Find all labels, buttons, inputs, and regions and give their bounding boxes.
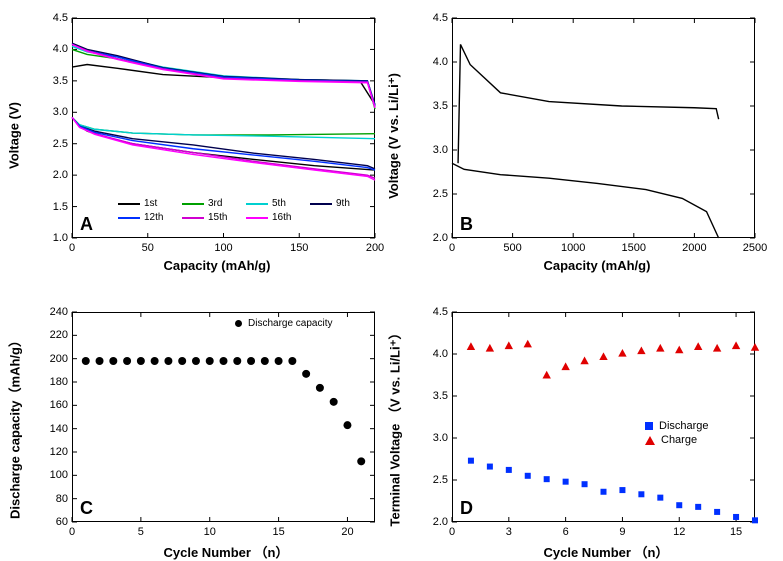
panel-C-ytick: 160 [38, 399, 68, 411]
panel-B-ytick: 3.5 [418, 100, 448, 112]
panel-A-ytick: 2.5 [38, 138, 68, 150]
panel-B-ytick: 2.5 [418, 188, 448, 200]
panel-A-ytick: 2.0 [38, 169, 68, 181]
panel-C-legend: Discharge capacity [235, 318, 332, 329]
panel-B-ytick: 4.0 [418, 56, 448, 68]
panel-C-ytick: 220 [38, 329, 68, 341]
panel-B-ytick: 2.0 [418, 232, 448, 244]
panel-A-legend-item: 9th [310, 198, 350, 209]
panel-D-legend: DischargeCharge [645, 420, 709, 446]
panel-D-ytick: 2.5 [418, 474, 448, 486]
panel-B-xtick: 500 [503, 242, 521, 254]
panel-C-ytick: 200 [38, 353, 68, 365]
panel-C-plot [72, 312, 375, 522]
panel-B-letter: B [460, 214, 473, 235]
panel-D-plot [452, 312, 755, 522]
panel-C-xtick: 5 [138, 526, 144, 538]
panel-D-xtick: 12 [673, 526, 685, 538]
panel-A-ytick: 3.5 [38, 75, 68, 87]
panel-A-xtick: 100 [214, 242, 232, 254]
panel-A-letter: A [80, 214, 93, 235]
panel-B-ytick: 4.5 [418, 12, 448, 24]
figure: 0501001502001.01.52.02.53.03.54.04.5Capa… [0, 0, 783, 556]
panel-B-xtick: 0 [449, 242, 455, 254]
panel-C-ytick: 60 [38, 516, 68, 528]
panel-C-letter: C [80, 498, 93, 519]
panel-C-ytick: 140 [38, 423, 68, 435]
panel-B-plot [452, 18, 755, 238]
panel-C-xtick: 15 [272, 526, 284, 538]
panel-A-legend-item: 1st [118, 198, 157, 209]
panel-A-ytick: 4.0 [38, 43, 68, 55]
panel-D-xtick: 6 [563, 526, 569, 538]
panel-A-ytick: 4.5 [38, 12, 68, 24]
panel-B-xtick: 1000 [561, 242, 585, 254]
panel-A-legend-item: 12th [118, 212, 163, 223]
panel-C-ylabel: Discharge capacity（mAh/g） [5, 327, 24, 527]
panel-D-xlabel: Cycle Number （n） [544, 542, 669, 561]
panel-A-ylabel: Voltage (V) [7, 36, 22, 236]
panel-D-ytick: 2.0 [418, 516, 448, 528]
panel-A-xtick: 0 [69, 242, 75, 254]
panel-C-ytick: 180 [38, 376, 68, 388]
panel-A-xtick: 200 [366, 242, 384, 254]
panel-D-xtick: 0 [449, 526, 455, 538]
panel-A-ytick: 1.5 [38, 201, 68, 213]
panel-D-ytick: 4.0 [418, 348, 448, 360]
panel-C-ytick: 240 [38, 306, 68, 318]
panel-D-xtick: 15 [730, 526, 742, 538]
panel-A-xtick: 150 [290, 242, 308, 254]
panel-B-xtick: 2000 [682, 242, 706, 254]
panel-C-xtick: 20 [341, 526, 353, 538]
panel-C-ytick: 120 [38, 446, 68, 458]
panel-A-legend-item: 16th [246, 212, 291, 223]
panel-D-ytick: 4.5 [418, 306, 448, 318]
panel-B-xlabel: Capacity (mAh/g) [544, 258, 651, 273]
panel-A-ytick: 1.0 [38, 232, 68, 244]
panel-A-legend-item: 5th [246, 198, 286, 209]
panel-A-ytick: 3.0 [38, 106, 68, 118]
panel-D-xtick: 9 [619, 526, 625, 538]
panel-D-ytick: 3.0 [418, 432, 448, 444]
panel-B-xtick: 2500 [743, 242, 767, 254]
panel-D-xtick: 3 [506, 526, 512, 538]
panel-C-ytick: 100 [38, 469, 68, 481]
panel-C-xtick: 10 [204, 526, 216, 538]
panel-A-xlabel: Capacity (mAh/g) [164, 258, 271, 273]
panel-A-legend-item: 15th [182, 212, 227, 223]
panel-D-letter: D [460, 498, 473, 519]
panel-C-xlabel: Cycle Number （n） [164, 542, 289, 561]
panel-D-ylabel: Terminal Voltage （V vs. Li/Li⁺） [385, 327, 404, 527]
panel-D-ytick: 3.5 [418, 390, 448, 402]
panel-A-legend-item: 3rd [182, 198, 222, 209]
panel-C-xtick: 0 [69, 526, 75, 538]
panel-B-ylabel: Voltage (V vs. Li/Li⁺) [386, 36, 402, 236]
panel-A-xtick: 50 [142, 242, 154, 254]
panel-B-ytick: 3.0 [418, 144, 448, 156]
panel-C-ytick: 80 [38, 493, 68, 505]
panel-B-xtick: 1500 [622, 242, 646, 254]
